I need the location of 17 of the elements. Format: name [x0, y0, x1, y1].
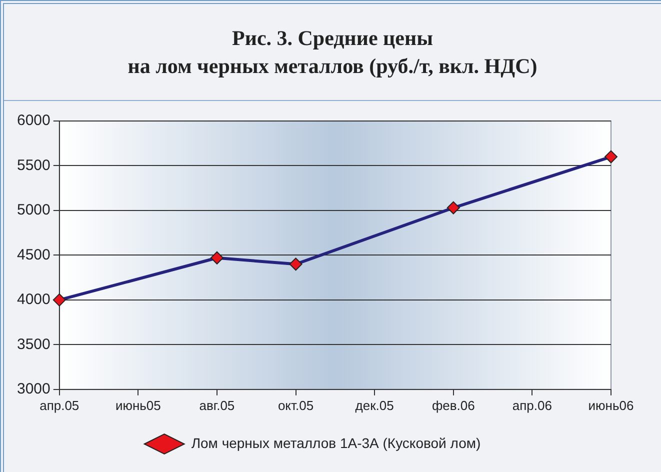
- y-tick-label: 5000: [16, 202, 50, 219]
- y-tick-label: 4500: [16, 246, 50, 264]
- x-tick-label: июнь06: [588, 398, 634, 413]
- y-tick-label: 3000: [16, 380, 50, 398]
- x-tick-label: окт.05: [278, 398, 314, 413]
- y-tick-label: 3500: [16, 336, 50, 353]
- x-tick-label: апр.05: [40, 398, 80, 413]
- legend-label: Лом черных металлов 1А-3А (Кусковой лом): [191, 434, 481, 451]
- x-tick-label: апр.06: [512, 398, 552, 413]
- x-tick-label: фев.06: [432, 398, 475, 413]
- y-tick-label: 4000: [16, 291, 50, 308]
- chart-title: Рис. 3. Средние цены на лом черных металлов (руб./т, вкл. НДС): [128, 25, 538, 80]
- x-tick-label: июнь05: [115, 398, 161, 413]
- x-tick-label: дек.05: [355, 398, 394, 413]
- x-tick-label: авг.05: [199, 398, 235, 413]
- y-tick-label: 5500: [16, 156, 50, 174]
- y-tick-label: 6000: [16, 112, 50, 130]
